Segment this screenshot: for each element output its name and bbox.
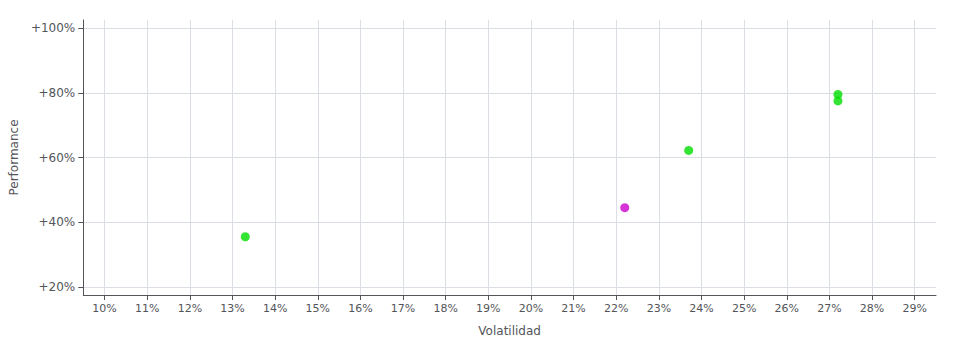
svg-text:+60%: +60% [39,151,76,165]
svg-text:25%: 25% [732,302,756,315]
svg-text:11%: 11% [135,302,159,315]
svg-text:21%: 21% [561,302,585,315]
svg-text:29%: 29% [902,302,926,315]
svg-text:+100%: +100% [31,21,75,35]
svg-text:Volatilidad: Volatilidad [478,324,541,338]
svg-text:23%: 23% [647,302,671,315]
svg-text:28%: 28% [860,302,884,315]
svg-text:22%: 22% [604,302,628,315]
svg-text:+80%: +80% [39,86,76,100]
svg-text:10%: 10% [92,302,116,315]
svg-text:16%: 16% [348,302,372,315]
svg-text:+40%: +40% [39,215,76,229]
svg-text:24%: 24% [689,302,713,315]
svg-text:18%: 18% [433,302,457,315]
svg-text:20%: 20% [519,302,543,315]
svg-text:19%: 19% [476,302,500,315]
svg-text:12%: 12% [178,302,202,315]
svg-text:Performance: Performance [7,119,21,195]
svg-text:+20%: +20% [39,280,76,294]
svg-text:26%: 26% [775,302,799,315]
svg-text:14%: 14% [263,302,287,315]
svg-text:15%: 15% [306,302,330,315]
svg-text:17%: 17% [391,302,415,315]
svg-text:13%: 13% [220,302,244,315]
svg-text:27%: 27% [817,302,841,315]
